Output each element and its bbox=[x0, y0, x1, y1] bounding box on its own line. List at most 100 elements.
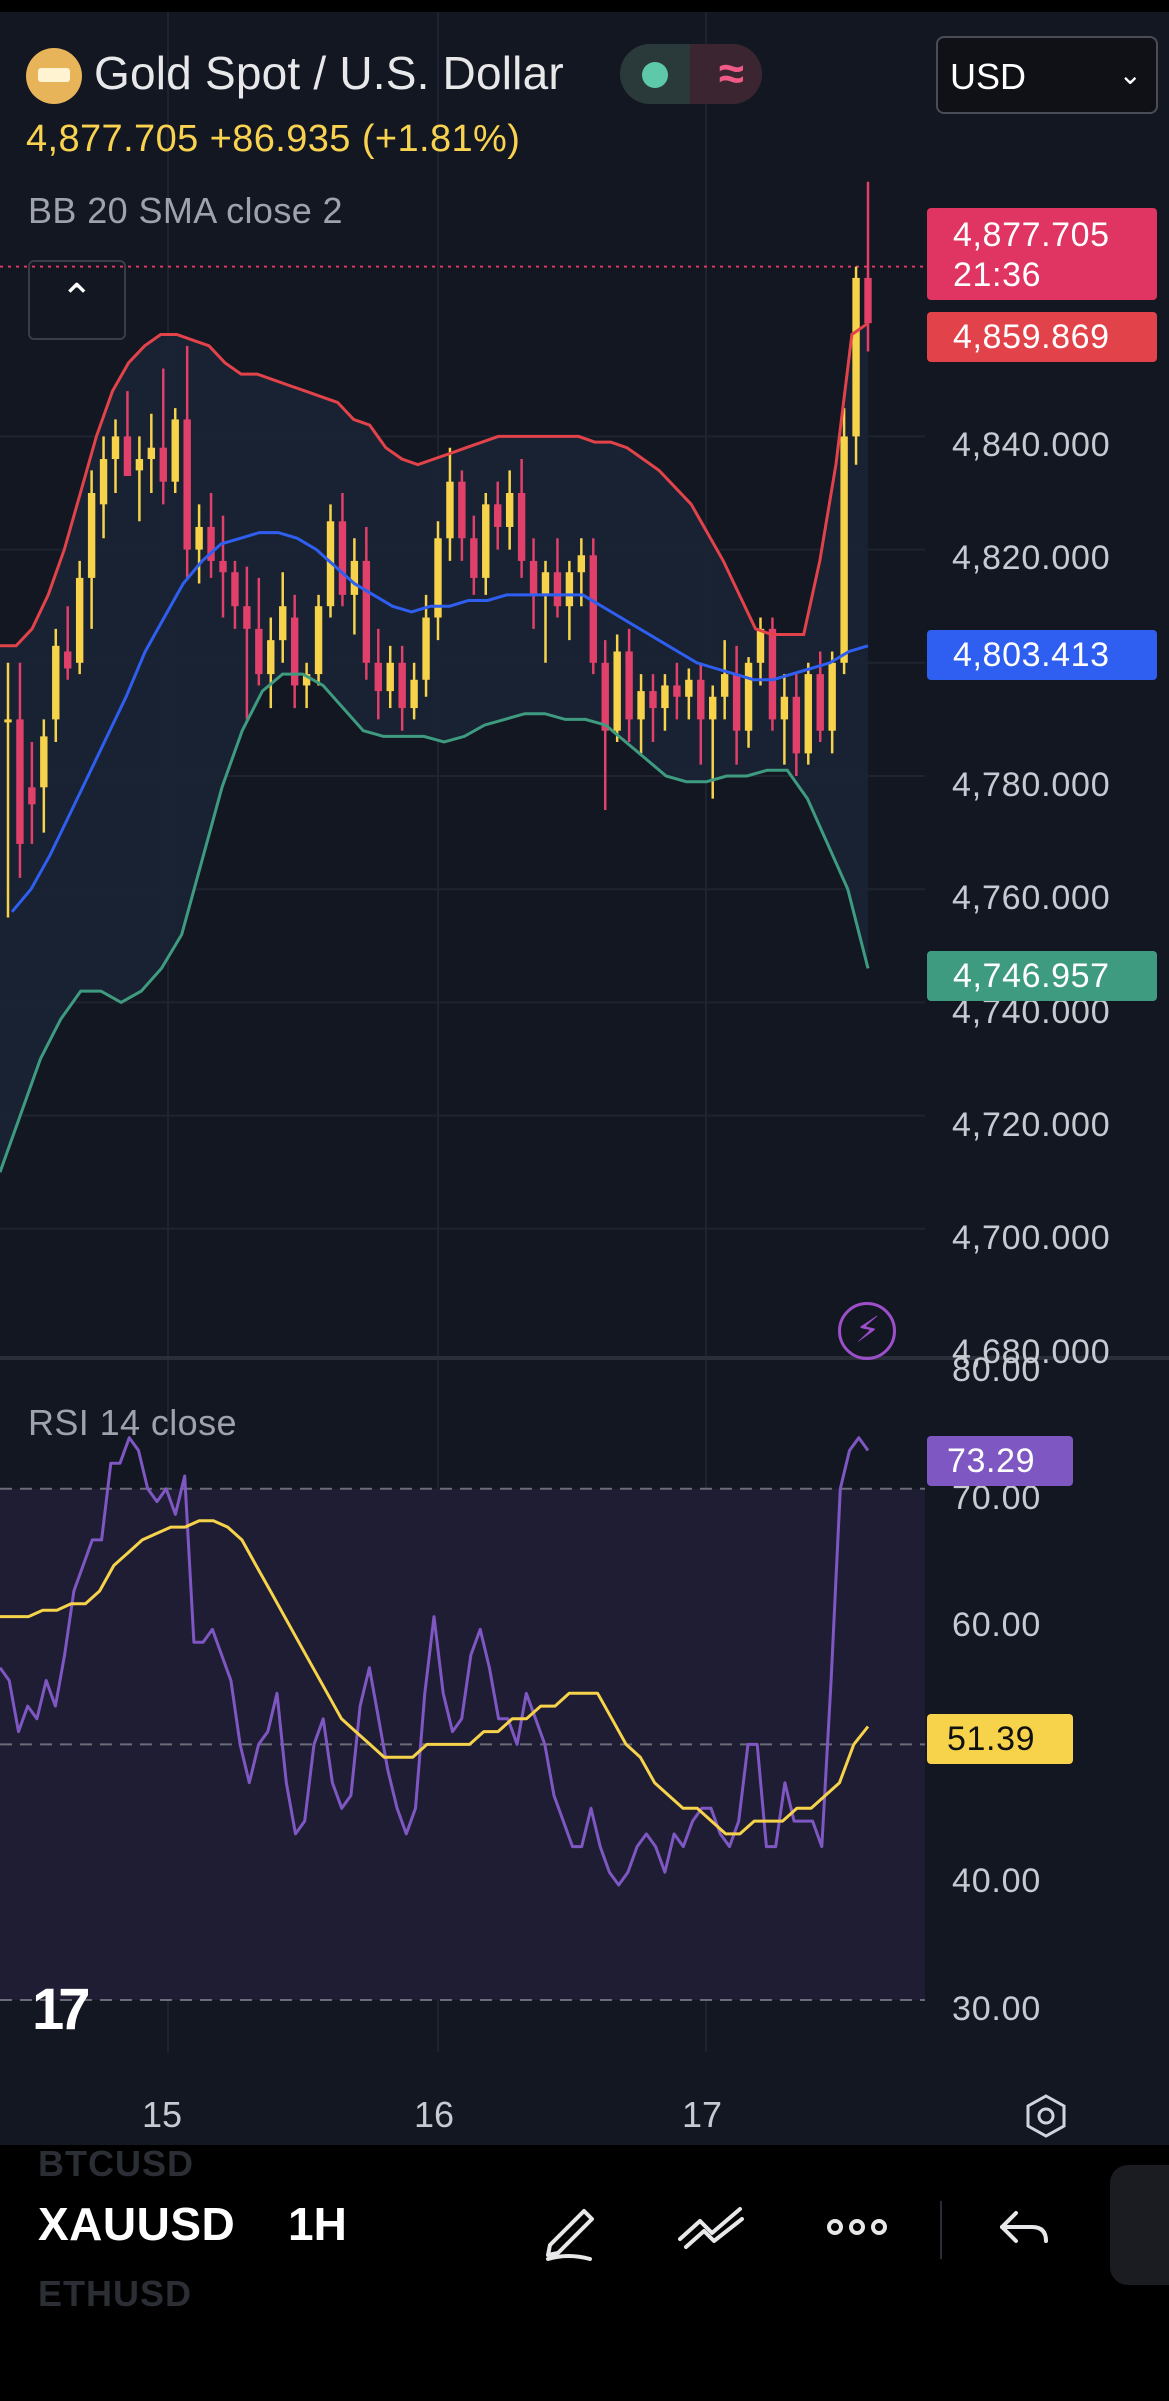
last-price-tag-value: 4,877.705 bbox=[953, 216, 1110, 254]
candle-body bbox=[314, 606, 323, 675]
candle-body bbox=[290, 617, 299, 686]
collapse-legend-button[interactable]: ⌃ bbox=[28, 260, 126, 340]
status-pill-right bbox=[690, 44, 762, 104]
chevron-down-icon: ⌄ bbox=[1118, 59, 1142, 90]
candle-body bbox=[709, 696, 717, 720]
candle-body bbox=[625, 651, 633, 720]
last-price-tag: 4,877.705 21:36 bbox=[927, 208, 1157, 300]
bb-upper-line bbox=[0, 321, 869, 648]
lightning-icon[interactable]: ⚡ bbox=[838, 1302, 896, 1360]
settings-hexagon-icon[interactable] bbox=[1022, 2092, 1070, 2140]
candle-body bbox=[529, 560, 538, 595]
chevron-up-icon: ⌃ bbox=[60, 277, 94, 321]
candle-body bbox=[386, 662, 394, 692]
candle-body bbox=[601, 662, 609, 731]
candle-body bbox=[135, 459, 144, 471]
candle-body bbox=[147, 447, 156, 460]
candle-body bbox=[279, 606, 287, 641]
candle-body bbox=[804, 674, 812, 754]
tradingview-logo-icon: 17 bbox=[32, 1977, 90, 2042]
candle-body bbox=[840, 436, 848, 663]
candle-body bbox=[541, 572, 550, 595]
ticker-symbol[interactable]: XAUUSD bbox=[38, 2198, 236, 2250]
prev-ticker[interactable]: BTCUSD bbox=[38, 2143, 194, 2184]
candle-body bbox=[40, 736, 48, 788]
price-tick: 4,780.000 bbox=[952, 766, 1111, 804]
interval-button[interactable]: 1H bbox=[288, 2198, 347, 2250]
candle-body bbox=[350, 560, 359, 595]
bb-indicator-label[interactable]: BB 20 SMA close 2 bbox=[28, 190, 343, 231]
price-tick: 4,760.000 bbox=[952, 879, 1111, 917]
price-tick: 4,820.000 bbox=[952, 539, 1111, 577]
candle-body bbox=[637, 691, 645, 720]
rsi-tick: 40.00 bbox=[952, 1862, 1042, 1900]
candle-body bbox=[374, 662, 382, 692]
undo-icon[interactable] bbox=[982, 2185, 1066, 2269]
candle-body bbox=[338, 521, 347, 595]
rsi-tick: 30.00 bbox=[952, 1990, 1042, 2028]
candle-body bbox=[302, 674, 311, 686]
candle-body bbox=[75, 577, 84, 663]
market-status-pill[interactable]: ≈ bbox=[620, 44, 762, 104]
trend-lines-icon[interactable] bbox=[670, 2185, 754, 2269]
candle-body bbox=[99, 459, 108, 505]
candle-body bbox=[828, 662, 836, 731]
rsi-indicator-label[interactable]: RSI 14 close bbox=[28, 1402, 237, 1443]
candle-body bbox=[494, 504, 502, 527]
candle-body bbox=[422, 617, 430, 680]
candle-body bbox=[732, 674, 741, 731]
candle-body bbox=[458, 481, 466, 539]
bb-upper-tag: 4,859.869 bbox=[927, 312, 1157, 362]
candle-body bbox=[362, 560, 371, 663]
candle-body bbox=[577, 555, 586, 573]
candle-body bbox=[398, 662, 406, 709]
candle-body bbox=[446, 481, 454, 539]
bar-countdown: 21:36 bbox=[953, 256, 1042, 294]
candle-body bbox=[171, 419, 179, 482]
candle-body bbox=[768, 628, 777, 720]
currency-select[interactable]: USD ⌄ bbox=[936, 36, 1158, 114]
chart-canvas[interactable] bbox=[0, 12, 1169, 2145]
candle-body bbox=[613, 651, 621, 731]
candle-body bbox=[4, 719, 12, 723]
candle-body bbox=[553, 572, 562, 607]
candle-body bbox=[87, 493, 96, 578]
candle-body bbox=[52, 645, 60, 720]
candle-body bbox=[517, 493, 526, 561]
price-tick: 4,700.000 bbox=[952, 1219, 1111, 1257]
bb-lower-line bbox=[0, 672, 870, 1173]
candle-body bbox=[744, 662, 753, 731]
rsi-value-tag: 73.29 bbox=[927, 1436, 1073, 1486]
candle-body bbox=[816, 674, 824, 731]
more-dots-icon[interactable] bbox=[815, 2185, 899, 2269]
candle-body bbox=[697, 679, 705, 720]
draw-pen-icon[interactable] bbox=[528, 2185, 612, 2269]
rsi-ma-tag: 51.39 bbox=[927, 1714, 1073, 1764]
candle-body bbox=[720, 674, 729, 697]
currency-value: USD bbox=[950, 56, 1027, 97]
candle-body bbox=[661, 685, 669, 709]
candle-body bbox=[780, 696, 789, 720]
candle-body bbox=[505, 493, 514, 527]
next-ticker[interactable]: ETHUSD bbox=[38, 2273, 193, 2314]
chart-area[interactable]: Gold Spot / U.S. Dollar ≈ USD ⌄ 4,877.70… bbox=[0, 12, 1169, 2145]
symbol-title[interactable]: Gold Spot / U.S. Dollar bbox=[94, 47, 564, 99]
wave-icon: ≈ bbox=[718, 47, 744, 99]
candle-body bbox=[123, 436, 132, 477]
more-tools-button[interactable] bbox=[1110, 2165, 1169, 2285]
candle-body bbox=[255, 628, 263, 675]
candle-body bbox=[565, 572, 574, 607]
candle-body bbox=[589, 555, 597, 663]
candle-body bbox=[16, 719, 24, 844]
candle-body bbox=[183, 419, 191, 550]
candle-body bbox=[410, 679, 418, 709]
rsi-line bbox=[0, 1436, 870, 1887]
time-tick: 16 bbox=[414, 2094, 455, 2135]
candle-body bbox=[470, 538, 478, 578]
candle-body bbox=[231, 572, 239, 607]
rsi-tick: 80.00 bbox=[952, 1351, 1042, 1389]
gold-logo-icon bbox=[26, 48, 82, 104]
candle-body bbox=[64, 651, 72, 669]
last-price: 4,877.705 bbox=[26, 118, 199, 160]
